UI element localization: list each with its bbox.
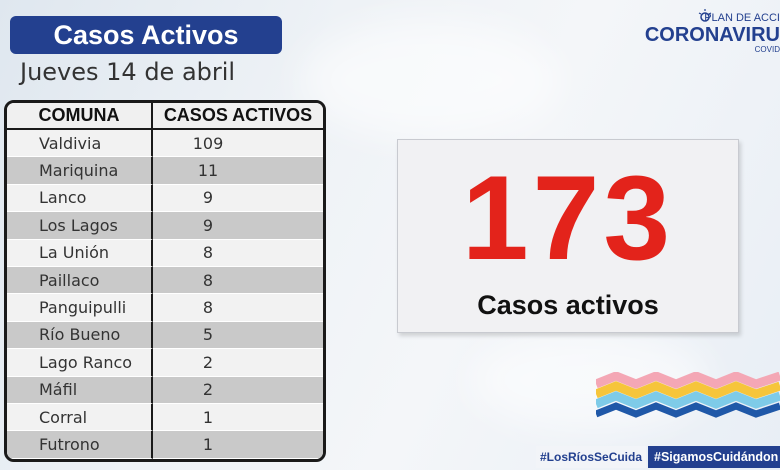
table-row: Río Bueno 5 xyxy=(7,321,323,350)
logo-top-text: PLAN DE ACCI xyxy=(704,12,780,24)
report-date: Jueves 14 de abril xyxy=(20,58,236,86)
comuna-cell: Mariquina xyxy=(7,157,153,185)
table-header-row: COMUNA CASOS ACTIVOS xyxy=(7,103,323,130)
comuna-cell: Futrono xyxy=(7,431,153,459)
total-cases-card: 173 Casos activos xyxy=(397,139,739,333)
decorative-ribbon xyxy=(596,372,780,418)
casos-cell: 5 xyxy=(153,321,323,350)
casos-cell: 11 xyxy=(153,157,323,185)
sun-icon xyxy=(698,9,712,22)
column-header-comuna: COMUNA xyxy=(7,103,153,130)
casos-cell: 2 xyxy=(153,349,323,377)
casos-cell: 8 xyxy=(153,294,323,322)
comuna-cell: Máfil xyxy=(7,376,153,404)
casos-cell: 9 xyxy=(153,212,323,240)
table-row: Lago Ranco 2 xyxy=(7,349,323,377)
table-row: Futrono 1 xyxy=(7,431,323,459)
comuna-cell: Corral xyxy=(7,403,153,432)
table-row: Mariquina 11 xyxy=(7,157,323,185)
table-row: Panguipulli 8 xyxy=(7,294,323,322)
comuna-cell: Paillaco xyxy=(7,266,153,295)
total-cases-label: Casos activos xyxy=(477,290,659,320)
logo-main-text: CORONAVIRU xyxy=(644,24,780,46)
comuna-cell: Lanco xyxy=(7,184,153,213)
table-row: Los Lagos 9 xyxy=(7,212,323,240)
comuna-cell: Los Lagos xyxy=(7,212,153,240)
table-row: Paillaco 8 xyxy=(7,266,323,295)
plan-coronavirus-logo: PLAN DE ACCI CORONAVIRU COVID xyxy=(640,8,780,56)
comuna-cell: Río Bueno xyxy=(7,321,153,350)
cases-table: COMUNA CASOS ACTIVOS Valdivia 109 Mariquin… xyxy=(4,100,326,462)
table-row: Valdivia 109 xyxy=(7,130,323,158)
table-row: La Unión 8 xyxy=(7,239,323,267)
logo-sub-text: COVID xyxy=(754,45,780,54)
table-row: Corral 1 xyxy=(7,403,323,432)
casos-cell: 1 xyxy=(153,403,323,432)
total-cases-number: 173 xyxy=(461,151,675,285)
casos-cell: 8 xyxy=(153,266,323,295)
comuna-cell: Lago Ranco xyxy=(7,349,153,377)
table-row: Lanco 9 xyxy=(7,184,323,213)
table-row: Máfil 2 xyxy=(7,376,323,404)
hashtag-los-rios: #LosRíosSeCuida xyxy=(536,446,647,468)
hashtag-sigamos: #SigamosCuidándon xyxy=(648,446,780,468)
casos-cell: 8 xyxy=(153,239,323,267)
casos-cell: 1 xyxy=(153,431,323,459)
casos-cell: 109 xyxy=(153,130,323,158)
comuna-cell: Panguipulli xyxy=(7,294,153,322)
casos-cell: 2 xyxy=(153,376,323,404)
casos-cell: 9 xyxy=(153,184,323,213)
comuna-cell: Valdivia xyxy=(7,130,153,158)
page-title: Casos Activos xyxy=(10,16,282,54)
column-header-casos: CASOS ACTIVOS xyxy=(153,103,323,130)
background-cloud xyxy=(300,20,560,140)
comuna-cell: La Unión xyxy=(7,239,153,267)
